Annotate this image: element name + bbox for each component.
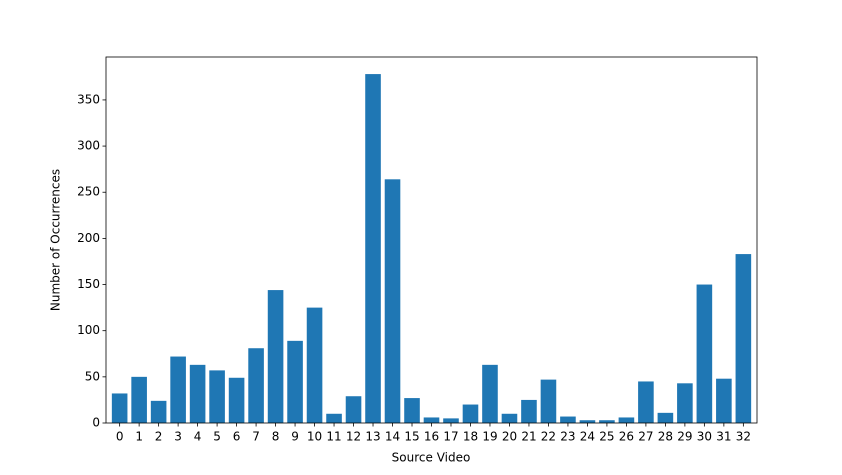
x-tick-label: 15 xyxy=(404,430,419,444)
bar xyxy=(540,379,557,423)
x-tick-label: 9 xyxy=(291,430,299,444)
bar xyxy=(735,254,752,423)
bar xyxy=(209,370,225,423)
x-tick-label: 8 xyxy=(272,430,280,444)
x-tick-label: 4 xyxy=(194,430,202,444)
bar xyxy=(657,412,674,423)
bar xyxy=(638,381,654,423)
x-tick-label: 30 xyxy=(697,430,712,444)
bar xyxy=(150,400,167,423)
x-tick-label: 13 xyxy=(365,430,380,444)
x-tick-label: 7 xyxy=(252,430,260,444)
x-tick-label: 26 xyxy=(619,430,634,444)
x-tick-label: 2 xyxy=(155,430,163,444)
y-tick-label: 0 xyxy=(92,416,100,430)
bar xyxy=(560,416,576,423)
bar xyxy=(131,376,147,423)
bar xyxy=(677,383,693,423)
bar xyxy=(267,290,284,423)
y-tick-label: 100 xyxy=(77,323,100,337)
bar xyxy=(326,413,342,423)
y-tick-label: 50 xyxy=(85,369,100,383)
x-tick-label: 14 xyxy=(385,430,400,444)
x-tick-label: 12 xyxy=(346,430,361,444)
bar xyxy=(306,307,323,423)
bar xyxy=(618,417,635,423)
bar xyxy=(443,418,459,423)
x-tick-label: 22 xyxy=(541,430,556,444)
x-tick-label: 21 xyxy=(521,430,536,444)
x-tick-label: 5 xyxy=(213,430,221,444)
x-tick-label: 29 xyxy=(677,430,692,444)
bar xyxy=(521,399,537,423)
bar xyxy=(287,340,303,423)
x-tick-label: 27 xyxy=(638,430,653,444)
x-tick-label: 6 xyxy=(233,430,241,444)
x-tick-label: 32 xyxy=(736,430,751,444)
y-axis-label: Number of Occurrences xyxy=(49,169,63,311)
bar xyxy=(462,404,479,423)
x-tick-label: 23 xyxy=(560,430,575,444)
y-tick-label: 300 xyxy=(77,139,100,153)
bar xyxy=(170,356,186,423)
bar xyxy=(189,364,206,423)
x-tick-label: 18 xyxy=(463,430,478,444)
x-tick-label: 20 xyxy=(502,430,517,444)
bar xyxy=(365,74,381,424)
bar xyxy=(345,396,362,423)
bar xyxy=(423,417,440,423)
plot-frame xyxy=(105,56,758,424)
bar xyxy=(501,413,518,423)
x-tick-label: 17 xyxy=(443,430,458,444)
bar xyxy=(716,378,732,423)
y-tick-label: 350 xyxy=(77,92,100,106)
bar xyxy=(696,284,713,423)
x-tick-label: 31 xyxy=(716,430,731,444)
x-tick-label: 10 xyxy=(307,430,322,444)
y-tick-label: 250 xyxy=(77,185,100,199)
bar xyxy=(384,179,401,423)
bar xyxy=(404,398,420,423)
y-tick-label: 200 xyxy=(77,231,100,245)
x-tick-label: 3 xyxy=(174,430,182,444)
bar xyxy=(599,420,615,423)
x-tick-label: 11 xyxy=(326,430,341,444)
x-tick-label: 28 xyxy=(658,430,673,444)
x-tick-label: 25 xyxy=(599,430,614,444)
x-tick-label: 1 xyxy=(135,430,143,444)
bar xyxy=(111,393,128,423)
bar xyxy=(228,377,245,423)
x-tick-label: 16 xyxy=(424,430,439,444)
x-tick-label: 19 xyxy=(482,430,497,444)
bar xyxy=(248,348,264,423)
bar xyxy=(579,420,596,423)
y-tick-label: 150 xyxy=(77,277,100,291)
x-tick-label: 24 xyxy=(580,430,595,444)
bar xyxy=(482,364,498,423)
x-tick-label: 0 xyxy=(116,430,124,444)
x-axis-label: Source Video xyxy=(392,451,471,465)
